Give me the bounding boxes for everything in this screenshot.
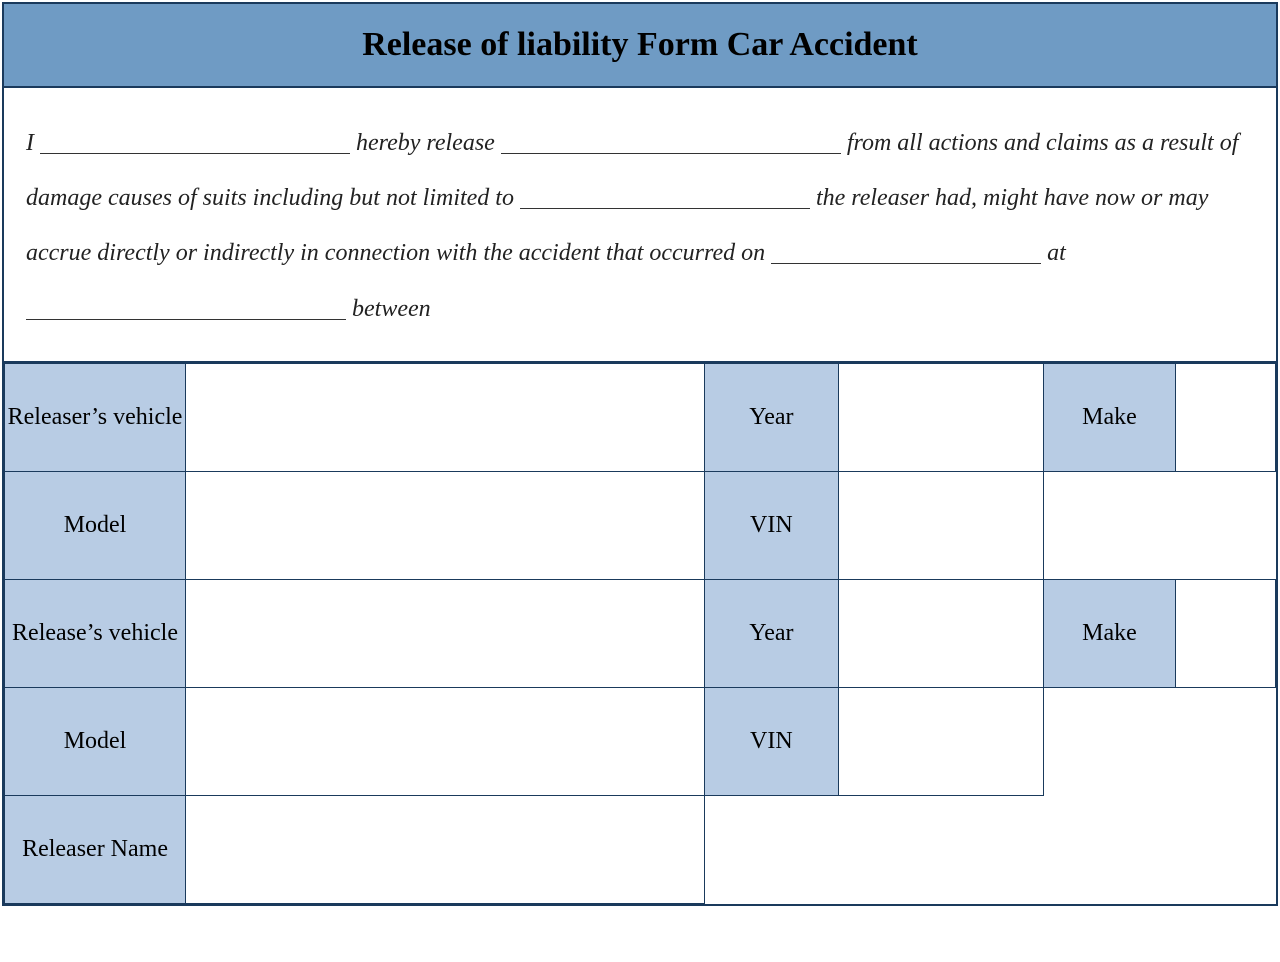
blank-releasee-name[interactable] [501, 130, 841, 154]
field-label: Release’s vehicle [5, 579, 186, 687]
field-input-cell[interactable] [838, 687, 1043, 795]
field-label: Make [1043, 363, 1176, 471]
field-input-cell[interactable] [186, 579, 705, 687]
field-input-cell[interactable] [186, 471, 705, 579]
vehicle-table: Releaser’s vehicleYearMakeModelVINReleas… [4, 363, 1276, 904]
release-statement: I hereby release from all actions and cl… [4, 88, 1276, 363]
field-label: Make [1043, 579, 1176, 687]
table-row: Model VIN [5, 471, 1276, 579]
field-label: VIN [705, 471, 839, 579]
field-label: Model [5, 471, 186, 579]
form-container: Release of liability Form Car Accident I… [2, 2, 1278, 906]
field-input-cell[interactable] [186, 363, 705, 471]
form-title: Release of liability Form Car Accident [14, 26, 1266, 64]
field-input-cell[interactable] [838, 363, 1043, 471]
blank-date[interactable] [771, 240, 1041, 264]
form-header: Release of liability Form Car Accident [4, 4, 1276, 88]
field-input-cell[interactable] [1176, 579, 1276, 687]
table-row: Release’s vehicle Year Make [5, 579, 1276, 687]
vehicle-table-body: Releaser’s vehicleYearMakeModelVINReleas… [5, 363, 1276, 903]
field-label: Releaser’s vehicle [5, 363, 186, 471]
field-label: Releaser Name [5, 795, 186, 903]
field-label: Year [705, 363, 839, 471]
stmt-at: at [1047, 240, 1066, 266]
stmt-between: between [352, 296, 431, 322]
table-row: Releaser’s vehicle Year Make [5, 363, 1276, 471]
field-input-cell[interactable] [186, 795, 705, 903]
blank-releaser-name[interactable] [40, 130, 350, 154]
blank-limited-to[interactable] [520, 185, 810, 209]
field-input-cell[interactable] [1176, 363, 1276, 471]
stmt-hereby: hereby release [356, 130, 501, 156]
stmt-i: I [26, 130, 40, 156]
field-input-cell[interactable] [838, 471, 1043, 579]
field-label: Year [705, 579, 839, 687]
table-row: Model VIN [5, 687, 1276, 795]
blank-place[interactable] [26, 296, 346, 320]
field-input-cell[interactable] [186, 687, 705, 795]
field-label: Model [5, 687, 186, 795]
field-label: VIN [705, 687, 839, 795]
field-input-cell[interactable] [838, 579, 1043, 687]
table-row: Releaser Name [5, 795, 1276, 903]
